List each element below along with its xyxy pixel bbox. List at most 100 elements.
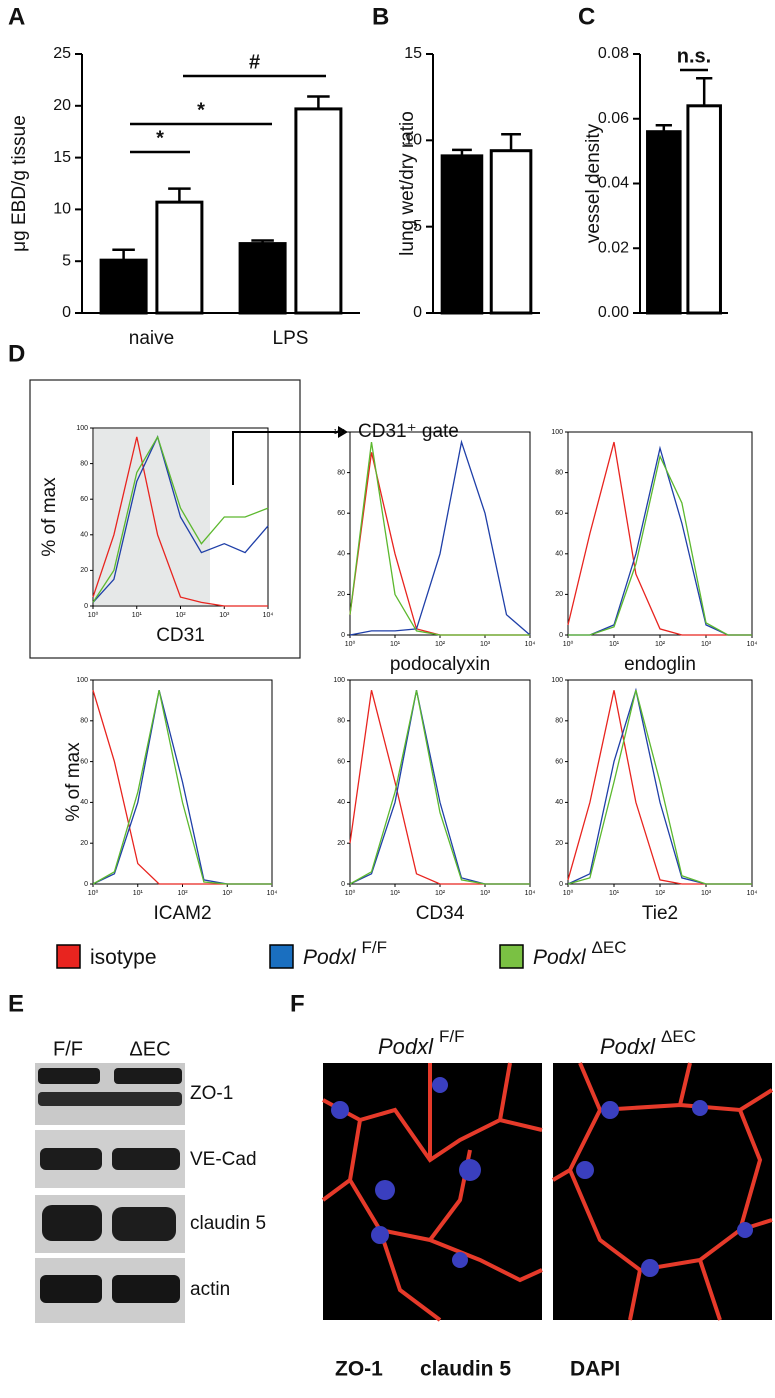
y-tick-label: 60 — [80, 758, 88, 765]
x-tick-label: 10³ — [701, 641, 712, 648]
legend-swatch — [269, 944, 294, 969]
x-axis-label: ICAM2 — [153, 903, 211, 924]
blot-row-label: VE-Cad — [190, 1149, 257, 1170]
x-tick-label: 10² — [655, 641, 666, 648]
x-tick-label: 10² — [655, 890, 666, 897]
y-axis-label: μg EBD/g tissue — [9, 115, 30, 252]
legend-swatch — [499, 944, 524, 969]
bar — [646, 130, 682, 315]
x-tick-label: 10⁰ — [88, 889, 99, 897]
y-tick-label: 5 — [413, 218, 422, 235]
y-tick-label: 0 — [84, 603, 88, 610]
micrograph-title: Podxl ΔEC — [600, 1027, 696, 1058]
y-axis-label: lung wet/dry ratio — [397, 111, 418, 256]
y-tick-label: 40 — [337, 551, 345, 558]
y-tick-label: 40 — [80, 532, 88, 539]
y-tick-label: 15 — [404, 45, 422, 62]
micrograph-vessels — [551, 1062, 774, 1321]
y-tick-label: 10 — [404, 132, 422, 149]
y-axis-label: % of max — [63, 742, 84, 822]
blot-band — [40, 1275, 102, 1303]
nucleus — [452, 1252, 468, 1268]
gate-shade — [94, 429, 210, 605]
x-tick-label: 10⁴ — [747, 641, 758, 648]
y-axis-label: % of max — [39, 477, 60, 557]
bar — [489, 149, 533, 315]
legend-text: Podxl — [303, 946, 357, 969]
blot-band — [112, 1207, 176, 1241]
y-tick-label: 40 — [337, 799, 345, 806]
micrograph-title-superscript: F/F — [439, 1027, 465, 1046]
y-tick-label: 0 — [62, 304, 71, 321]
nucleus — [459, 1159, 481, 1181]
x-tick-label: 10⁰ — [345, 889, 356, 897]
x-tick-label: 10² — [435, 890, 446, 897]
x-tick-label: 10¹ — [133, 890, 144, 897]
legend-label: Podxl F/F — [303, 938, 387, 968]
bar — [238, 242, 287, 315]
y-tick-label: 80 — [80, 460, 88, 467]
y-tick-label: 100 — [551, 677, 563, 684]
blot-column-label: ΔEC — [129, 1038, 170, 1060]
y-tick-label: 0 — [341, 632, 345, 639]
y-axis-label: vessel density — [583, 123, 604, 243]
gate-frame — [29, 379, 301, 659]
blot-band — [42, 1205, 102, 1241]
y-tick-label: 20 — [80, 840, 88, 847]
y-tick-label: 20 — [80, 567, 88, 574]
y-tick-label: 0 — [559, 632, 563, 639]
nucleus — [371, 1226, 389, 1244]
blot-band — [112, 1148, 180, 1170]
y-tick-label: 0 — [84, 881, 88, 888]
gate-arrowhead — [338, 426, 348, 438]
x-tick-label: 10³ — [480, 890, 491, 897]
histogram-line — [568, 454, 752, 636]
y-tick-label: 0 — [341, 881, 345, 888]
micrograph-vessels — [321, 1062, 543, 1322]
y-tick-label: 80 — [337, 469, 345, 476]
histogram-line — [92, 690, 272, 885]
legend-text: isotype — [90, 946, 157, 969]
y-tick-label: 80 — [555, 718, 563, 725]
blot-row-label: ZO-1 — [190, 1083, 233, 1104]
x-tick-label: naive — [129, 328, 174, 349]
x-tick-label: 10⁰ — [563, 640, 574, 648]
x-tick-label: 10¹ — [132, 612, 143, 619]
nucleus — [692, 1100, 708, 1116]
x-tick-label: 10⁴ — [747, 890, 758, 897]
legend-superscript: ΔEC — [592, 938, 627, 957]
x-axis-label: CD34 — [416, 903, 465, 924]
blot-band — [38, 1092, 182, 1106]
y-tick-label: 20 — [337, 840, 345, 847]
micrograph — [321, 1062, 774, 1322]
x-axis-label: CD31 — [156, 625, 205, 646]
histogram-line — [349, 439, 531, 636]
blot-column-label: F/F — [53, 1038, 83, 1060]
legend-swatch — [56, 944, 81, 969]
legend-superscript: F/F — [362, 938, 388, 957]
y-tick-label: 80 — [555, 469, 563, 476]
blot-row-label: claudin 5 — [190, 1213, 266, 1234]
y-tick-label: 20 — [337, 591, 345, 598]
legend-label: isotype — [90, 946, 157, 969]
histogram-line — [92, 436, 268, 607]
y-tick-label: 0.08 — [598, 45, 629, 62]
histogram-line — [349, 690, 530, 885]
histogram-line — [349, 442, 530, 636]
y-tick-label: 40 — [555, 799, 563, 806]
x-tick-label: 10¹ — [390, 641, 401, 648]
significance-label: # — [249, 51, 260, 73]
y-tick-label: 20 — [555, 840, 563, 847]
x-tick-label: 10² — [175, 612, 186, 619]
nucleus — [641, 1259, 659, 1277]
y-tick-label: 20 — [53, 97, 71, 114]
y-tick-label: 15 — [53, 149, 71, 166]
bar — [99, 258, 148, 315]
x-tick-label: 10² — [435, 641, 446, 648]
y-tick-label: 100 — [333, 677, 345, 684]
histogram-line — [567, 690, 752, 885]
gate-arrow — [232, 431, 338, 485]
x-tick-label: 10³ — [480, 641, 491, 648]
y-tick-label: 0.02 — [598, 239, 629, 256]
panel-label: A — [8, 3, 25, 30]
